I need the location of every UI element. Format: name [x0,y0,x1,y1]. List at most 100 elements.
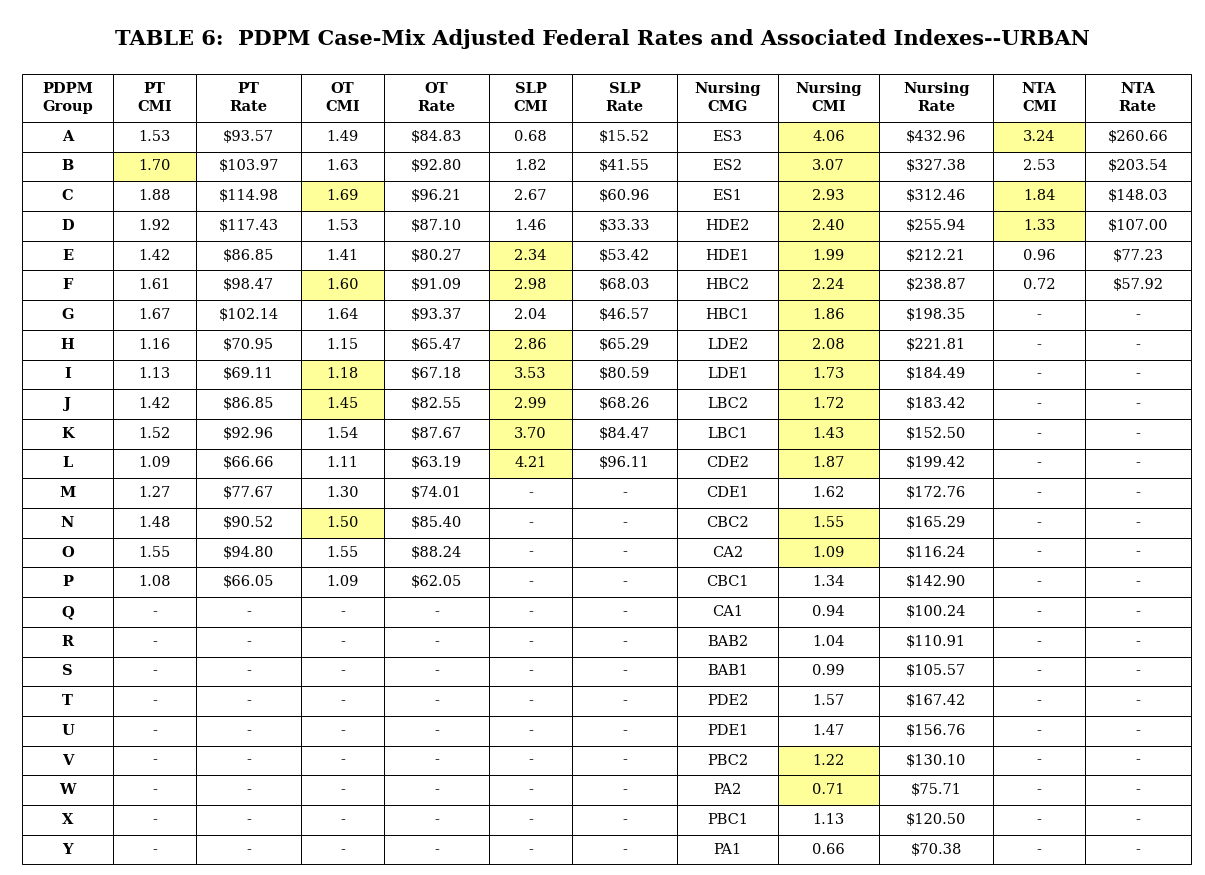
Text: -: - [622,516,627,530]
Text: 2.86: 2.86 [515,338,547,352]
Bar [384,241,489,270]
Bar [196,568,301,597]
Bar [571,270,677,300]
Bar [489,716,571,746]
Bar [677,449,778,479]
Bar [489,597,571,626]
Text: ES3: ES3 [712,130,742,144]
Bar [571,449,677,479]
Text: -: - [1135,634,1140,648]
Bar [993,211,1086,241]
Text: Nursing
CMI: Nursing CMI [795,82,862,114]
Bar [384,508,489,538]
Text: $130.10: $130.10 [906,753,966,767]
Text: 0.66: 0.66 [812,843,845,857]
Text: -: - [622,487,627,500]
Bar [571,597,677,626]
Text: 1.50: 1.50 [327,516,359,530]
Text: -: - [1135,368,1140,382]
Text: $105.57: $105.57 [906,664,966,678]
Text: $53.42: $53.42 [599,248,649,262]
Bar [878,449,993,479]
Bar [677,270,778,300]
Text: -: - [1036,694,1041,708]
Text: $152.50: $152.50 [906,427,966,441]
Text: -: - [1135,427,1140,441]
Text: M: M [59,487,76,500]
Text: -: - [622,634,627,648]
Text: 1.53: 1.53 [327,219,359,233]
Bar [993,746,1086,775]
Text: 1.41: 1.41 [327,248,359,262]
Bar [301,835,384,864]
Bar [22,151,113,181]
Bar [384,300,489,330]
Text: -: - [434,605,439,619]
Bar [1086,686,1191,716]
Text: $68.26: $68.26 [599,397,651,411]
Bar [993,300,1086,330]
Text: -: - [528,546,533,560]
Bar [489,508,571,538]
Text: 1.92: 1.92 [139,219,171,233]
Text: -: - [434,634,439,648]
Bar [878,656,993,686]
Text: 1.62: 1.62 [812,487,845,500]
Bar [778,300,878,330]
Bar [22,270,113,300]
Text: 0.72: 0.72 [1023,278,1056,292]
Text: G: G [61,308,74,322]
Text: -: - [622,724,627,738]
Text: $88.24: $88.24 [411,546,463,560]
Text: -: - [152,813,157,827]
Bar [571,330,677,360]
Bar [113,241,196,270]
Text: 1.09: 1.09 [812,546,845,560]
Bar [384,151,489,181]
Text: CBC1: CBC1 [706,576,748,590]
Bar [878,360,993,389]
Bar [993,181,1086,211]
Text: $66.66: $66.66 [223,457,275,471]
Text: $148.03: $148.03 [1107,189,1168,203]
Text: 1.30: 1.30 [327,487,359,500]
Bar [196,716,301,746]
Bar [993,538,1086,568]
Bar [196,479,301,508]
Bar [301,716,384,746]
Text: -: - [246,783,251,797]
Bar [301,656,384,686]
Bar [384,74,489,122]
Bar [301,74,384,122]
Text: 1.45: 1.45 [327,397,359,411]
Bar [113,300,196,330]
Text: T: T [63,694,74,708]
Text: L: L [63,457,72,471]
Text: 1.13: 1.13 [139,368,171,382]
Text: LBC2: LBC2 [707,397,748,411]
Bar [1086,746,1191,775]
Text: 1.27: 1.27 [139,487,171,500]
Text: 2.04: 2.04 [515,308,547,322]
Text: PDE1: PDE1 [707,724,748,738]
Bar [22,449,113,479]
Text: 1.15: 1.15 [327,338,359,352]
Text: 1.09: 1.09 [327,576,359,590]
Bar [878,330,993,360]
Text: 1.82: 1.82 [515,159,547,173]
Text: 1.55: 1.55 [327,546,359,560]
Text: $116.24: $116.24 [906,546,966,560]
Bar [677,330,778,360]
Text: -: - [340,634,345,648]
Bar [677,151,778,181]
Text: -: - [1135,457,1140,471]
Text: $198.35: $198.35 [906,308,966,322]
Bar [878,746,993,775]
Text: -: - [622,576,627,590]
Text: Y: Y [63,843,72,857]
Bar [384,568,489,597]
Text: $65.47: $65.47 [411,338,462,352]
Bar [571,716,677,746]
Text: 2.93: 2.93 [812,189,845,203]
Text: -: - [1036,427,1041,441]
